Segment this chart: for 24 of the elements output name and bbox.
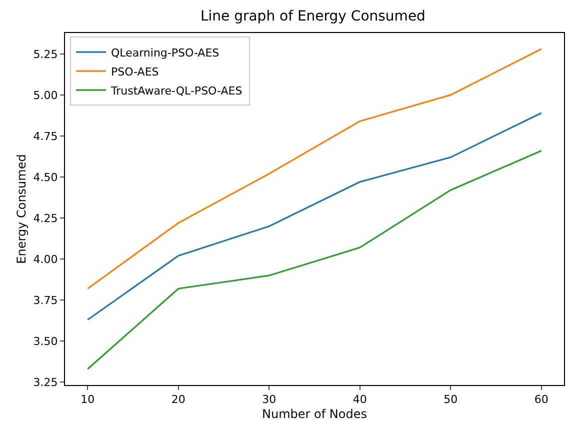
legend-label: QLearning-PSO-AES bbox=[110, 46, 220, 60]
line-series bbox=[86, 150, 542, 370]
x-tick-label: 60 bbox=[534, 393, 548, 406]
x-tick-label: 30 bbox=[262, 393, 276, 406]
x-tick-label: 20 bbox=[171, 393, 186, 406]
line-series bbox=[86, 48, 542, 290]
legend-label: PSO-AES bbox=[110, 65, 159, 78]
y-tick-label: 4.25 bbox=[33, 212, 58, 225]
y-tick-label: 3.75 bbox=[33, 294, 58, 307]
y-axis-title: Energy Consumed bbox=[14, 154, 29, 264]
y-tick-label: 4.75 bbox=[33, 130, 58, 143]
line-series bbox=[86, 112, 542, 321]
y-tick-label: 5.25 bbox=[33, 48, 58, 61]
x-tick-label: 10 bbox=[80, 393, 95, 406]
y-tick-label: 4.00 bbox=[33, 252, 58, 266]
y-tick-label: 3.50 bbox=[33, 334, 58, 348]
legend-label: TrustAware-QL-PSO-AES bbox=[110, 84, 242, 98]
y-tick-label: 4.50 bbox=[33, 170, 58, 184]
y-tick-label: 5.00 bbox=[33, 88, 58, 102]
x-axis-title: Number of Nodes bbox=[262, 407, 367, 422]
x-tick-label: 50 bbox=[444, 393, 458, 406]
chart-title: Line graph of Energy Consumed bbox=[200, 8, 426, 24]
x-tick-label: 40 bbox=[352, 393, 367, 406]
y-tick-label: 3.25 bbox=[33, 376, 58, 389]
